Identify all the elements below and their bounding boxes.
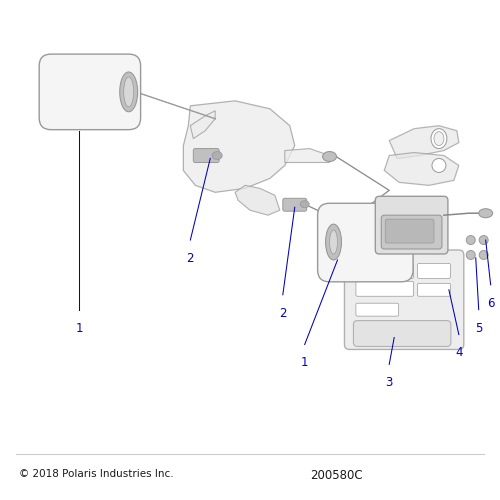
Text: 5: 5 bbox=[475, 322, 482, 334]
Text: © 2018 Polaris Industries Inc.: © 2018 Polaris Industries Inc. bbox=[20, 469, 174, 479]
FancyBboxPatch shape bbox=[318, 204, 413, 282]
Polygon shape bbox=[190, 111, 215, 138]
Ellipse shape bbox=[300, 201, 309, 207]
Ellipse shape bbox=[326, 224, 342, 260]
FancyBboxPatch shape bbox=[283, 198, 306, 211]
Text: 200580C: 200580C bbox=[310, 469, 362, 482]
Text: 3: 3 bbox=[386, 376, 393, 390]
Text: 1: 1 bbox=[75, 322, 82, 334]
Text: 1: 1 bbox=[301, 356, 308, 370]
Polygon shape bbox=[285, 148, 330, 162]
Ellipse shape bbox=[432, 158, 446, 172]
Polygon shape bbox=[184, 101, 295, 192]
FancyBboxPatch shape bbox=[376, 196, 448, 254]
Text: 2: 2 bbox=[186, 252, 194, 265]
Ellipse shape bbox=[431, 128, 447, 148]
FancyBboxPatch shape bbox=[354, 320, 451, 346]
FancyBboxPatch shape bbox=[418, 284, 450, 296]
FancyBboxPatch shape bbox=[356, 303, 399, 316]
Ellipse shape bbox=[479, 236, 488, 244]
Ellipse shape bbox=[478, 208, 492, 218]
Text: 4: 4 bbox=[455, 346, 462, 360]
Polygon shape bbox=[235, 186, 280, 215]
FancyBboxPatch shape bbox=[39, 54, 140, 130]
Text: 6: 6 bbox=[487, 296, 494, 310]
Polygon shape bbox=[384, 152, 459, 186]
Text: 2: 2 bbox=[279, 306, 286, 320]
Polygon shape bbox=[389, 126, 459, 158]
Ellipse shape bbox=[479, 250, 488, 260]
FancyBboxPatch shape bbox=[382, 215, 442, 249]
Ellipse shape bbox=[466, 236, 475, 244]
Ellipse shape bbox=[434, 132, 444, 145]
Ellipse shape bbox=[330, 230, 338, 254]
Ellipse shape bbox=[466, 250, 475, 260]
FancyBboxPatch shape bbox=[344, 250, 464, 350]
FancyBboxPatch shape bbox=[356, 264, 414, 278]
FancyBboxPatch shape bbox=[385, 219, 434, 243]
Ellipse shape bbox=[120, 72, 138, 112]
Ellipse shape bbox=[212, 152, 222, 160]
Ellipse shape bbox=[322, 152, 336, 162]
FancyBboxPatch shape bbox=[418, 264, 450, 278]
FancyBboxPatch shape bbox=[356, 282, 414, 296]
FancyBboxPatch shape bbox=[194, 148, 219, 162]
Ellipse shape bbox=[124, 77, 134, 107]
